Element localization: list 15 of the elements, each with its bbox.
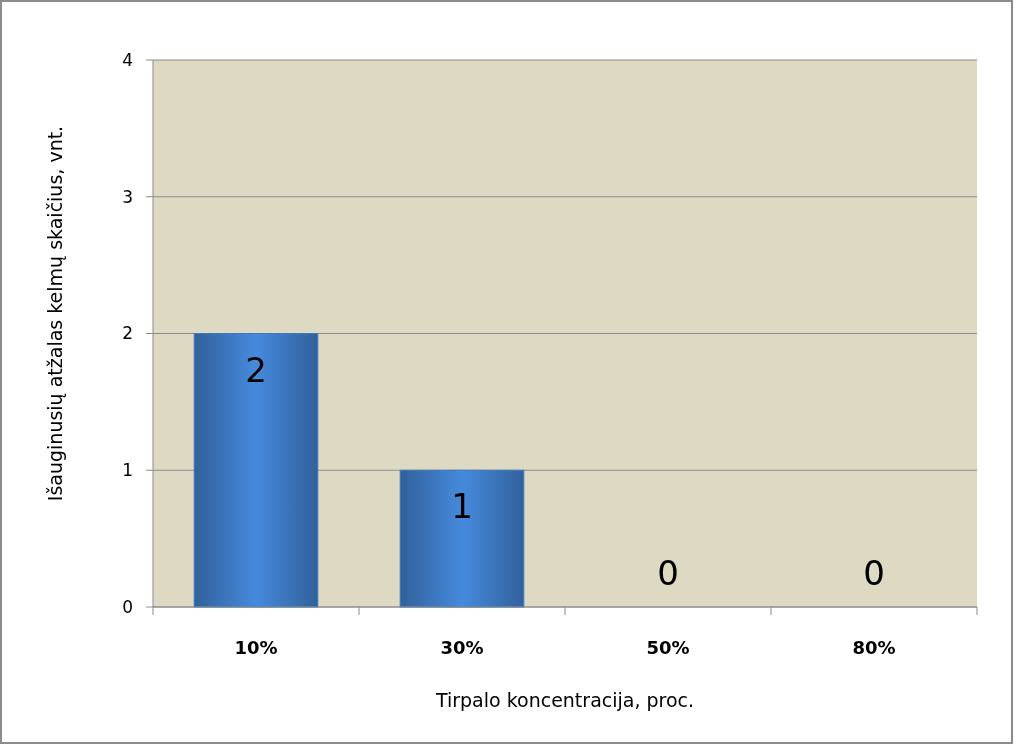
- data-label: 1: [451, 486, 473, 527]
- data-label: 2: [245, 349, 267, 390]
- x-tick-label: 10%: [234, 637, 278, 658]
- data-label: 0: [863, 553, 885, 593]
- y-tick-label: 0: [122, 596, 133, 617]
- y-tick-label: 4: [122, 49, 133, 70]
- y-tick-label: 3: [122, 186, 133, 207]
- x-tick-label: 50%: [646, 637, 690, 658]
- x-tick-label: 30%: [440, 637, 484, 658]
- x-axis-title: Tirpalo koncentracija, proc.: [434, 689, 695, 711]
- data-label: 0: [657, 553, 679, 593]
- y-tick-label: 2: [122, 323, 133, 344]
- y-tick-label: 1: [122, 460, 133, 481]
- y-axis-title: Išauginusių atžalas kelmų skaičius, vnt.: [44, 125, 66, 502]
- x-tick-label: 80%: [852, 637, 896, 658]
